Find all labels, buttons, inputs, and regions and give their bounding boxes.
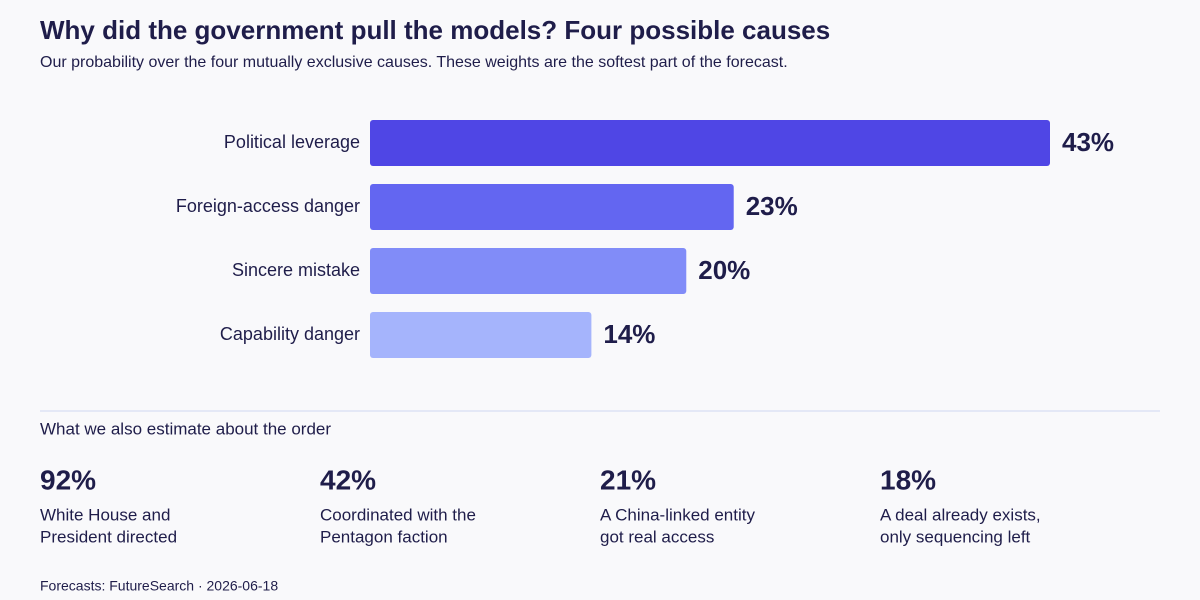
value-label: 14%	[603, 319, 655, 349]
bar	[370, 312, 592, 358]
value-label: 20%	[698, 255, 750, 285]
category-label: Foreign-access danger	[176, 196, 360, 216]
chart-title: Why did the government pull the models? …	[40, 15, 830, 45]
estimate-value: 42%	[320, 464, 376, 495]
footer: Forecasts: FutureSearch · 2026-06-18	[40, 578, 278, 594]
category-label: Sincere mistake	[232, 260, 360, 280]
bar	[370, 184, 734, 230]
bar	[370, 120, 1050, 166]
estimate-value: 21%	[600, 464, 656, 495]
estimate-label: White House and	[40, 505, 170, 524]
value-label: 43%	[1062, 127, 1114, 157]
estimate-label: A China-linked entity	[600, 505, 755, 524]
bar	[370, 248, 687, 294]
estimate-label: Coordinated with the	[320, 505, 476, 524]
estimate-value: 92%	[40, 464, 96, 495]
estimate-value: 18%	[880, 464, 936, 495]
chart-subtitle: Our probability over the four mutually e…	[40, 54, 788, 71]
estimate-label: A deal already exists,	[880, 505, 1041, 524]
section-title: What we also estimate about the order	[40, 419, 331, 438]
category-label: Capability danger	[220, 324, 360, 344]
estimate-label: only sequencing left	[880, 527, 1031, 546]
value-label: 23%	[746, 191, 798, 221]
estimate-label: got real access	[600, 527, 714, 546]
estimate-label: Pentagon faction	[320, 527, 448, 546]
category-label: Political leverage	[224, 132, 360, 152]
estimate-label: President directed	[40, 527, 177, 546]
